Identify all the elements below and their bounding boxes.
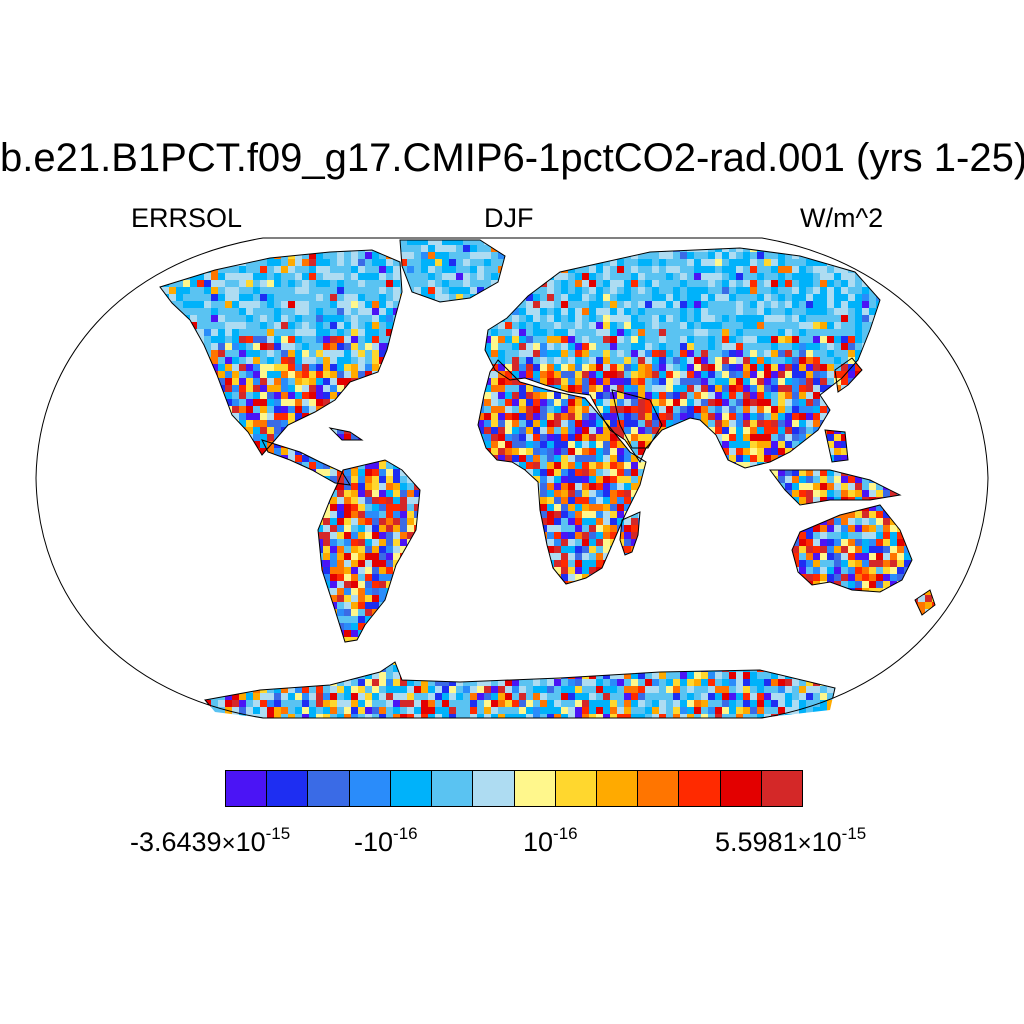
coastline-segment [399,239,506,303]
coastline-segment [824,429,849,463]
coastline-segment [769,469,902,506]
colorbar [225,770,803,807]
colorbar-swatch [761,771,803,806]
coastline-segment [477,359,647,585]
colorbar-swatch [267,771,309,806]
colorbar-swatch [720,771,762,806]
coastline-segment [791,504,913,593]
coastline-segment [619,511,641,556]
colorbar-swatch [555,771,597,806]
colorbar-swatch [432,771,474,806]
coastline-segment [611,389,663,449]
season-label: DJF [484,203,534,233]
coastline-segment [204,661,836,718]
colorbar-tick-label: -3.6439×10-15 [130,824,291,857]
colorbar-swatch [679,771,721,806]
units-label: W/m^2 [800,203,884,233]
coastline-segment [261,439,351,486]
plot-title: b.e21.B1PCT.f09_g17.CMIP6-1pctCO2-rad.00… [0,136,1024,180]
colorbar-tick-label: 5.5981×10-15 [715,824,867,857]
colorbar-swatch [308,771,350,806]
colorbar-swatch [596,771,639,806]
colorbar-swatch [514,771,556,806]
coastline [159,239,936,718]
colorbar-swatch [390,771,433,806]
colorbar-swatch [473,771,515,806]
colorbar-swatch [226,771,268,806]
coastline-segment [834,357,863,393]
coastline-segment [328,427,364,441]
colorbar-tick-label: 10-16 [523,824,578,857]
coastline-segment [159,249,403,456]
coastline-segment [484,247,881,469]
coastline-segment [317,459,421,643]
colorbar-swatch [349,771,391,806]
map-border [35,237,989,719]
variable-label: ERRSOL [131,203,243,233]
colorbar-swatch [638,771,680,806]
coastline-segment [914,589,936,616]
colorbar-tick-label: -10-16 [354,824,418,857]
